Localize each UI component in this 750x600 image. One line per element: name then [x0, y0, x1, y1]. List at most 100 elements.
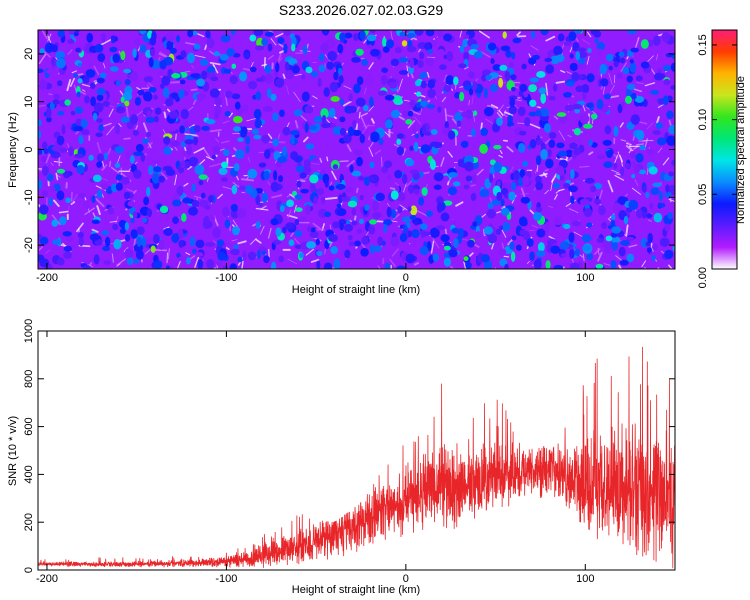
heatmap-cell: [75, 47, 82, 53]
heatmap-cell: [357, 176, 365, 181]
heatmap-cell: [153, 233, 160, 244]
heatmap-cell: [115, 80, 121, 86]
heatmap-cell: [359, 218, 365, 225]
y-tick-label: 0: [23, 567, 35, 573]
heatmap-cells: [38, 30, 675, 269]
heatmap-cell: [543, 123, 551, 133]
heatmap-cell: [63, 245, 73, 252]
heatmap-streak: [246, 117, 257, 122]
heatmap-cell: [240, 132, 247, 138]
heatmap-cell: [672, 245, 675, 252]
heatmap-cell: [611, 226, 622, 234]
heatmap-cell: [625, 95, 632, 105]
heatmap-cell: [518, 142, 526, 153]
heatmap-cell: [619, 166, 625, 177]
heatmap-cell: [474, 50, 484, 59]
heatmap-streak: [255, 207, 269, 211]
heatmap-streak: [290, 231, 295, 237]
heatmap-cell: [664, 191, 672, 198]
heatmap-streak: [608, 72, 613, 85]
heatmap-cell: [470, 128, 476, 137]
heatmap-cell: [278, 175, 284, 183]
heatmap-streak: [96, 205, 101, 216]
heatmap-cell: [598, 205, 607, 216]
y-tick-label: -20: [23, 237, 35, 253]
heatmap-cell: [72, 242, 78, 251]
heatmap-cell: [645, 191, 650, 199]
heatmap-cell: [291, 65, 300, 74]
heatmap-streak: [346, 144, 352, 152]
heatmap-cell: [74, 30, 80, 33]
heatmap-cell: [443, 245, 451, 251]
x-tick-label: -200: [36, 272, 58, 284]
heatmap-cell: [148, 57, 154, 68]
heatmap-cell: [409, 239, 417, 245]
heatmap-cell: [353, 149, 364, 156]
heatmap-cell: [220, 34, 231, 43]
heatmap-cell: [600, 78, 609, 87]
heatmap-cell: [327, 50, 338, 62]
heatmap-cell: [433, 172, 444, 182]
heatmap-cell: [234, 101, 241, 110]
heatmap-cell: [481, 254, 490, 263]
heatmap-cell: [339, 222, 344, 231]
heatmap-cell: [616, 72, 623, 79]
heatmap-cell: [56, 135, 65, 146]
heatmap-streak: [108, 108, 114, 118]
heatmap-cell: [263, 149, 271, 159]
heatmap-cell: [222, 149, 230, 157]
heatmap-cell: [377, 90, 388, 97]
heatmap-streak: [241, 260, 244, 269]
heatmap-cell: [237, 137, 244, 142]
heatmap-streak: [620, 139, 627, 142]
heatmap-cell: [630, 92, 637, 100]
heatmap-cell: [84, 95, 90, 104]
heatmap-cell: [498, 77, 504, 88]
heatmap-cell: [502, 31, 507, 39]
heatmap-y-axis: -20 -10 0 10 20: [23, 48, 675, 253]
heatmap-cell: [294, 230, 303, 238]
heatmap-cell: [101, 183, 109, 190]
heatmap-cell: [557, 169, 565, 176]
heatmap-cell: [290, 129, 300, 136]
heatmap-cell: [261, 134, 270, 144]
heatmap-cell: [403, 224, 408, 235]
heatmap-cell: [199, 199, 209, 208]
heatmap-cell: [300, 188, 309, 194]
heatmap-cell: [421, 231, 431, 236]
heatmap-cell: [320, 43, 329, 53]
heatmap-cell: [125, 151, 131, 160]
heatmap-cell: [499, 225, 504, 231]
heatmap-cell: [270, 93, 277, 101]
heatmap-cell: [375, 192, 385, 202]
heatmap-cell: [519, 169, 526, 178]
heatmap-streak: [240, 178, 255, 182]
heatmap-cell: [78, 192, 86, 199]
heatmap-cell: [263, 255, 270, 264]
heatmap-cell: [299, 172, 307, 179]
heatmap-cell: [239, 71, 248, 82]
heatmap-cell: [41, 165, 50, 176]
heatmap-cell: [602, 241, 612, 249]
heatmap-cell: [384, 262, 391, 269]
heatmap-streak: [417, 210, 429, 217]
heatmap-cell: [180, 150, 188, 157]
heatmap-cell: [256, 249, 261, 260]
heatmap-cell: [253, 108, 262, 120]
heatmap-cell: [224, 111, 231, 117]
heatmap-cell: [425, 42, 431, 52]
heatmap-y-label: Frequency (Hz): [7, 112, 19, 188]
heatmap-streak: [362, 124, 376, 127]
heatmap-streak: [44, 249, 51, 254]
heatmap-cell: [115, 182, 123, 191]
heatmap-cell: [488, 173, 494, 183]
heatmap-cell: [386, 206, 392, 218]
heatmap-cell: [320, 196, 326, 204]
heatmap-cell: [518, 177, 524, 187]
heatmap-cell: [401, 216, 412, 223]
heatmap-cell: [299, 252, 304, 259]
heatmap-streak: [190, 88, 198, 91]
heatmap-streak: [381, 156, 383, 168]
heatmap-cell: [304, 122, 309, 133]
heatmap-cell: [485, 74, 493, 81]
